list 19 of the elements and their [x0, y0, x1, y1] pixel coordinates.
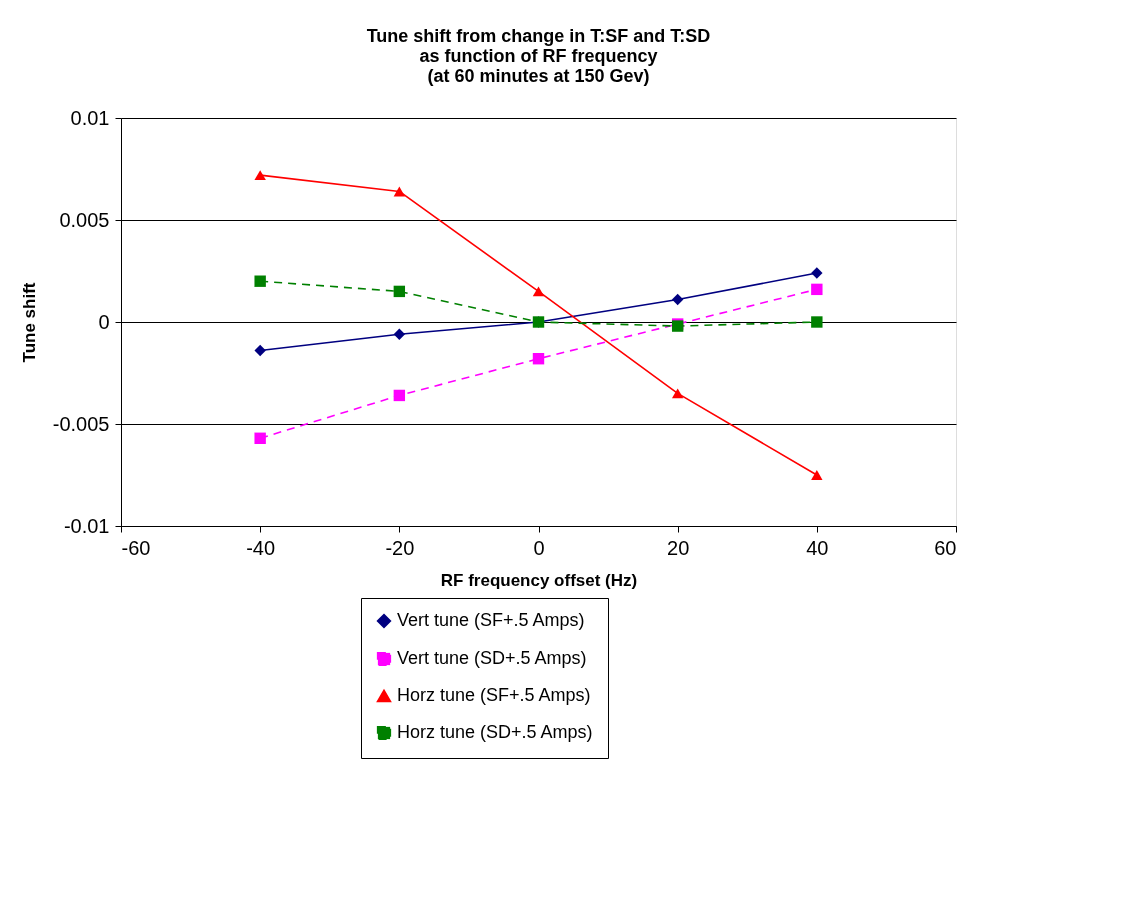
y-tick-label: -0.01 — [63, 514, 110, 537]
y-tick-label: 0.01 — [70, 106, 110, 129]
x-tick-label: -40 — [246, 536, 276, 559]
x-axis-title: RF frequency offset (Hz) — [440, 570, 638, 590]
x-tick-label: -20 — [385, 536, 415, 559]
y-tick-label: 0.005 — [59, 208, 110, 231]
y-axis-title: Tune shift — [19, 282, 39, 363]
y-tick-label: 0 — [98, 310, 110, 333]
x-tick-label: 20 — [667, 536, 690, 559]
legend-label: Horz tune (SD+.5 Amps) — [397, 722, 593, 742]
legend-label: Vert tune (SF+.5 Amps) — [397, 610, 585, 630]
y-tick-label: -0.005 — [52, 412, 110, 435]
legend-label: Horz tune (SF+.5 Amps) — [397, 685, 591, 705]
legend-label: Vert tune (SD+.5 Amps) — [397, 648, 587, 668]
chart-title: Tune shift from change in T:SF and T:SD as function of RF frequency (at 60 minutes at 150 Gev) — [366, 26, 711, 86]
x-tick-label: 60 — [934, 536, 957, 559]
x-tick-label: 0 — [533, 536, 545, 559]
x-tick-label: 40 — [806, 536, 829, 559]
x-tick-label: -60 — [121, 536, 151, 559]
